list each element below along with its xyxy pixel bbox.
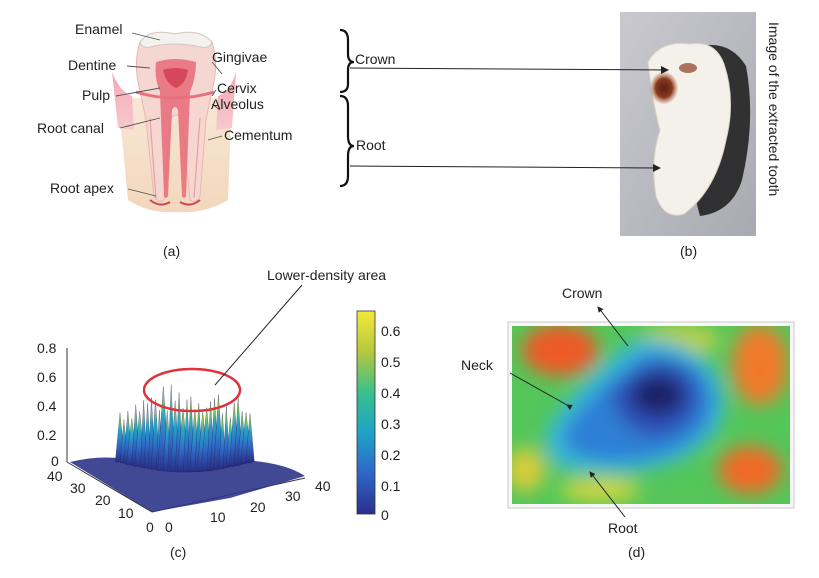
label-dentine: Dentine	[68, 57, 116, 73]
density-heatmap	[512, 326, 790, 504]
z-tick: 0.2	[37, 427, 57, 443]
panel-c-3d-surface-plot: 0.8 0.6 0.4 0.2 0 40 30 20 10 0 0 10 20 …	[37, 267, 401, 560]
colorbar-tick: 0	[381, 507, 389, 523]
colorbar	[356, 310, 376, 515]
lower-density-ellipse	[142, 367, 242, 413]
colorbar-ticks: 0 0.1 0.2 0.3 0.4 0.5 0.6	[381, 323, 401, 523]
root-apex-shape	[149, 199, 201, 206]
y-tick: 20	[95, 492, 111, 508]
crown-arrow	[349, 65, 669, 74]
y-tick: 40	[47, 468, 63, 484]
root-outline	[149, 117, 201, 199]
x-tick-labels: 0 10 20 30 40	[165, 478, 331, 535]
label-pulp: Pulp	[82, 87, 110, 103]
surface-spikes	[115, 384, 255, 473]
x-tick: 20	[250, 499, 266, 515]
z-tick: 0.8	[37, 340, 57, 356]
map-label-crown: Crown	[562, 285, 602, 301]
crown-label: Crown	[355, 51, 395, 67]
label-gingivae: Gingivae	[212, 49, 267, 65]
tooth-illustration	[112, 31, 236, 213]
enamel-shape	[139, 31, 213, 48]
annotation-leader	[214, 284, 303, 386]
root-map-arrow	[589, 471, 626, 518]
gum-left-shape	[112, 72, 134, 130]
y-tick: 10	[118, 505, 134, 521]
label-enamel: Enamel	[75, 21, 122, 37]
y-tick: 30	[70, 480, 86, 496]
label-root-apex: Root apex	[50, 180, 114, 196]
x-tick: 40	[315, 478, 331, 494]
crown-bracket	[339, 28, 355, 94]
gum-right-shape	[216, 72, 236, 130]
surface-spike	[245, 413, 255, 463]
crown-map-arrow	[597, 306, 629, 347]
pulp-shape	[155, 59, 196, 198]
caption-d: (d)	[628, 544, 645, 560]
colorbar-tick: 0.2	[381, 447, 401, 463]
y-tick-labels: 40 30 20 10 0	[47, 468, 154, 535]
label-cementum: Cementum	[224, 127, 292, 143]
neck-map-arrow	[509, 372, 573, 411]
map-label-root: Root	[608, 520, 638, 536]
panel-a-leader-lines	[115, 32, 223, 197]
y-tick: 0	[146, 519, 154, 535]
panel-d-density-map: Crown Neck Root (d)	[461, 285, 795, 560]
z-tick: 0.4	[37, 398, 57, 414]
caption-c: (c)	[170, 544, 186, 560]
x-tick: 30	[285, 488, 301, 504]
z-tick: 0.6	[37, 369, 57, 385]
pulp-chamber-shape	[163, 68, 188, 88]
gum-line	[135, 90, 215, 100]
label-root-canal: Root canal	[37, 120, 104, 136]
root-bracket	[339, 94, 355, 188]
colorbar-tick: 0.3	[381, 416, 401, 432]
label-alveolus: Alveolus	[211, 96, 264, 112]
z-tick-labels: 0.8 0.6 0.4 0.2 0	[37, 340, 59, 469]
caption-a: (a)	[163, 243, 180, 259]
panel-a-tooth-diagram: Enamel Dentine Pulp Root canal Root apex…	[37, 21, 292, 259]
annotation-lower-density: Lower-density area	[267, 267, 386, 283]
colorbar-tick: 0.4	[381, 385, 401, 401]
side-title-vertical: Image of the extracted tooth	[766, 22, 782, 196]
decay-spot	[650, 72, 678, 104]
tooth-photo	[620, 12, 756, 236]
colorbar-tick: 0.5	[381, 354, 401, 370]
caption-b: (b)	[680, 243, 697, 259]
x-tick: 10	[210, 509, 226, 525]
root-arrow	[349, 163, 661, 172]
colorbar-tick: 0.6	[381, 323, 401, 339]
surface-base	[70, 457, 305, 512]
root-label: Root	[356, 137, 386, 153]
panel-b-extracted-tooth: Crown Root Image of the extracted tooth …	[339, 12, 782, 259]
label-cervix: Cervix	[217, 80, 257, 96]
z-tick: 0	[51, 453, 59, 469]
colorbar-tick: 0.1	[381, 478, 401, 494]
map-label-neck: Neck	[461, 357, 494, 373]
x-tick: 0	[165, 519, 173, 535]
